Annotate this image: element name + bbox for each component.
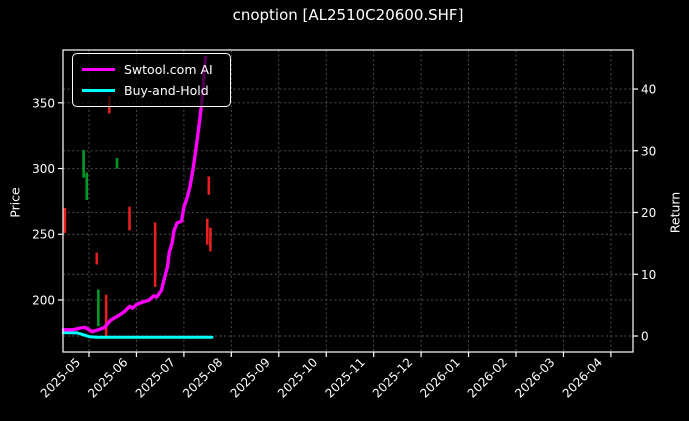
price-tick-label: 300 (32, 162, 55, 176)
candle-down (207, 176, 211, 195)
x-tick-label: 2026-01 (417, 355, 462, 400)
candle-down (209, 227, 212, 252)
candle-down (153, 222, 157, 287)
candle-down (63, 207, 67, 233)
buy-and-hold-line-swatch (82, 88, 115, 93)
x-tick-label: 2025-11 (322, 355, 367, 400)
ai-line (61, 55, 208, 334)
candle-down (128, 206, 131, 231)
x-tick-label: 2026-04 (560, 355, 605, 400)
chart-title: cnoption [AL2510C20600.SHF] (232, 6, 464, 24)
return-tick-label: 30 (641, 144, 656, 158)
return-tick-label: 40 (641, 83, 656, 97)
legend-label-buy-and-hold: Buy-and-Hold (124, 83, 209, 98)
x-tick-label: 2025-06 (85, 355, 130, 400)
candle-down (95, 252, 99, 265)
legend: Swtool.com AI Buy-and-Hold (72, 53, 231, 107)
x-tick-label: 2025-12 (370, 355, 415, 400)
return-tick-label: 20 (641, 206, 656, 220)
legend-item-ai: Swtool.com AI (82, 59, 220, 80)
price-tick-label: 250 (32, 228, 55, 242)
x-tick-label: 2025-08 (180, 355, 225, 400)
buy-and-hold-line (61, 331, 214, 339)
price-tick-label: 350 (32, 96, 55, 110)
legend-item-buy-and-hold: Buy-and-Hold (82, 80, 220, 101)
ai-line-swatch (82, 67, 115, 72)
x-tick-label: 2025-09 (228, 355, 273, 400)
x-tick-label: 2025-07 (133, 355, 178, 400)
legend-label-ai: Swtool.com AI (124, 62, 213, 77)
x-tick-label: 2026-02 (465, 355, 510, 400)
price-tick-label: 200 (32, 293, 55, 307)
candle-up (85, 172, 89, 201)
candle-up (97, 289, 100, 327)
x-tick-label: 2025-10 (275, 355, 320, 400)
return-tick-label: 0 (641, 330, 649, 344)
candle-up (115, 158, 119, 169)
return-tick-label: 10 (641, 268, 656, 282)
candle-up (82, 150, 85, 178)
plot-frame (62, 49, 634, 353)
x-tick-label: 2025-05 (38, 355, 83, 400)
candle-down (205, 218, 209, 245)
candle-down (104, 294, 108, 337)
x-tick-label: 2026-03 (512, 355, 557, 400)
